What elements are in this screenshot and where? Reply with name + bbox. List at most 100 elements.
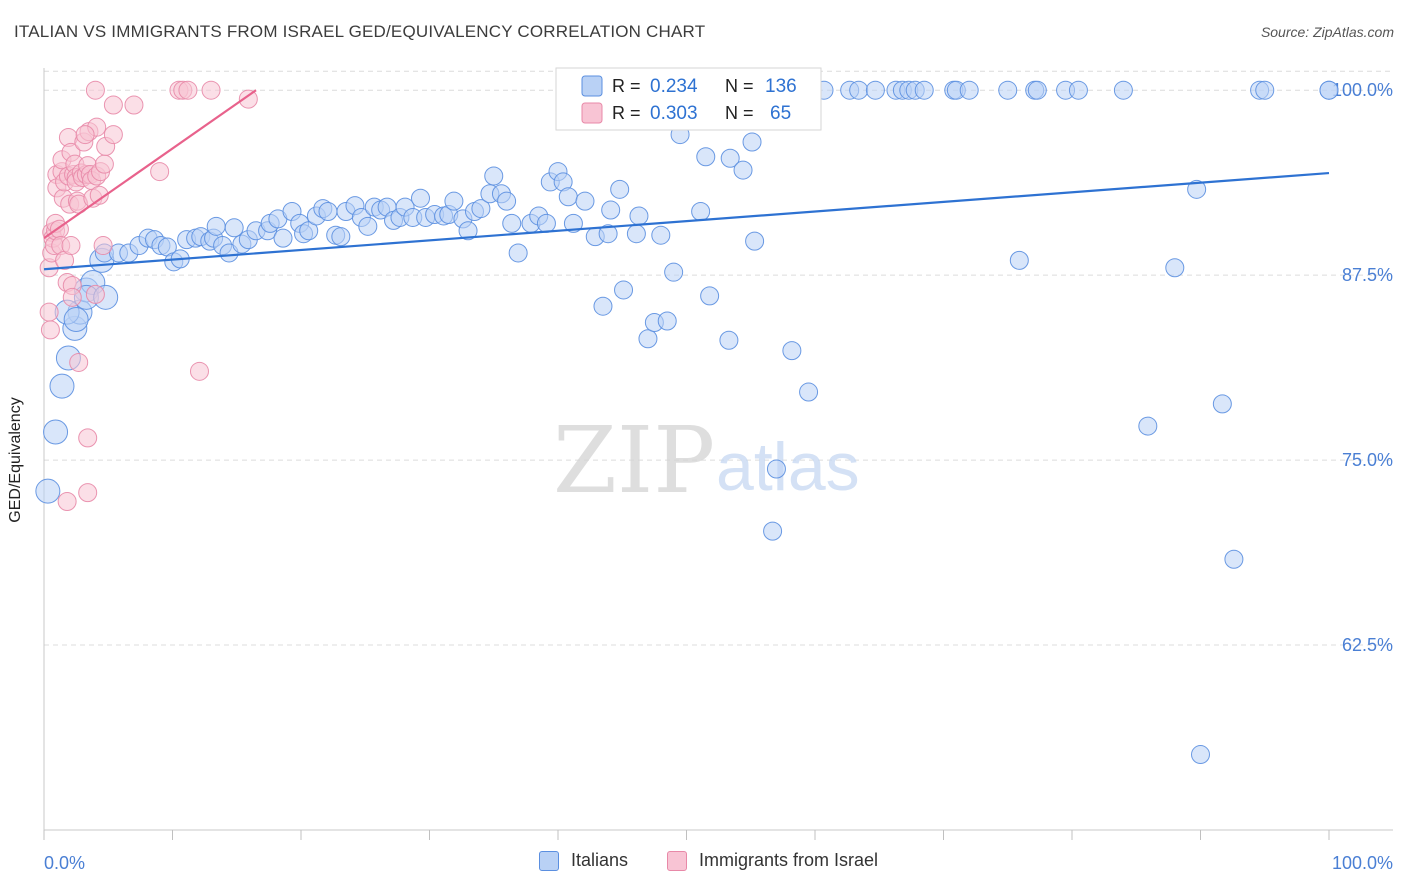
data-point [1319, 80, 1339, 100]
stats-n-label: N = [725, 103, 754, 123]
data-point [103, 95, 123, 115]
data-point [696, 147, 716, 167]
data-point [657, 311, 677, 331]
chart-title: ITALIAN VS IMMIGRANTS FROM ISRAEL GED/EQ… [14, 22, 706, 41]
data-point [497, 191, 517, 211]
series-1-points [39, 80, 258, 512]
data-point [318, 202, 338, 222]
data-point [1113, 80, 1133, 100]
legend-item-israel[interactable]: Immigrants from Israel [667, 850, 878, 871]
stats-legend: R = 0.234 N = 136 R = 0.303 N = 65 [555, 67, 822, 131]
data-point [75, 125, 95, 145]
data-point [224, 218, 244, 238]
stats-n-value-israel: 65 [770, 103, 791, 124]
data-point [94, 154, 114, 174]
data-point [40, 320, 60, 340]
data-point [1191, 745, 1210, 765]
data-point [651, 225, 671, 245]
data-point [103, 125, 123, 145]
legend-item-italians[interactable]: Italians [539, 850, 628, 871]
data-point [914, 80, 934, 100]
data-point [629, 206, 649, 226]
data-point [849, 80, 869, 100]
y-tick-label: 75.0% [1342, 450, 1393, 470]
data-point [178, 80, 198, 100]
data-point [719, 330, 739, 350]
data-point [62, 287, 82, 307]
data-point [959, 80, 979, 100]
data-point [85, 80, 105, 100]
data-point [358, 216, 378, 236]
trend-line-series-1 [43, 89, 257, 240]
data-point [1224, 549, 1244, 569]
data-point [78, 428, 98, 448]
data-point [150, 162, 170, 182]
x-tick-label-max: 100.0% [1332, 853, 1393, 873]
stats-swatch-israel [581, 102, 603, 124]
x-tick-label-min: 0.0% [44, 853, 85, 873]
y-tick-label: 62.5% [1342, 635, 1393, 655]
y-axis-label: GED/Equivalency [7, 397, 24, 523]
stats-r-label: R = [612, 76, 641, 96]
data-point [1255, 80, 1275, 100]
data-point [78, 483, 98, 503]
data-point [1165, 258, 1185, 278]
data-point [598, 224, 618, 244]
data-point [1009, 250, 1029, 270]
data-point [508, 243, 528, 263]
legend-label-italians: Italians [571, 850, 629, 870]
data-point [124, 95, 144, 115]
data-point [691, 202, 711, 222]
data-point [1187, 179, 1207, 199]
data-point [69, 352, 89, 372]
series-0-points [35, 80, 1339, 765]
stats-r-value-italians: 0.234 [650, 76, 698, 97]
data-point [458, 221, 478, 241]
data-point [57, 492, 77, 512]
data-point [614, 280, 634, 300]
legend-label-israel: Immigrants from Israel [699, 850, 879, 870]
stats-n-value-italians: 136 [765, 76, 797, 97]
source-note: Source: ZipAtlas.com [1260, 24, 1394, 40]
data-point [49, 373, 75, 399]
data-point [61, 236, 81, 256]
data-point [720, 148, 740, 168]
data-point [502, 213, 522, 233]
data-point [273, 228, 293, 248]
data-point [89, 185, 109, 205]
data-point [1212, 394, 1232, 414]
data-point [782, 341, 802, 361]
legend-swatch-israel [667, 850, 687, 871]
watermark-atlas: atlas [716, 429, 860, 505]
data-point [444, 191, 464, 211]
stats-swatch-italians [581, 75, 603, 97]
data-point [610, 179, 630, 199]
y-tick-label: 100.0% [1332, 80, 1393, 100]
data-point [484, 166, 504, 186]
legend-swatch-italians [539, 850, 559, 871]
data-point [93, 236, 113, 256]
data-point [766, 459, 786, 479]
stats-r-value-israel: 0.303 [650, 103, 698, 124]
trend-lines [43, 89, 1330, 271]
data-point [742, 132, 762, 152]
data-point [331, 227, 351, 247]
data-point [85, 284, 105, 304]
stats-n-label: N = [725, 76, 754, 96]
watermark: ZIP atlas [553, 407, 860, 514]
data-point [664, 262, 684, 282]
data-point [63, 307, 89, 333]
data-point [189, 361, 209, 381]
data-point [601, 200, 621, 220]
data-point [299, 221, 319, 241]
data-point [39, 302, 59, 322]
axes [43, 68, 1393, 840]
data-point [411, 188, 431, 208]
data-point [558, 187, 578, 207]
x-tick-labels: 0.0% 100.0% [44, 853, 1393, 873]
data-point [238, 89, 258, 109]
scatter-points [35, 80, 1339, 765]
data-point [536, 213, 556, 233]
data-point [733, 160, 753, 180]
